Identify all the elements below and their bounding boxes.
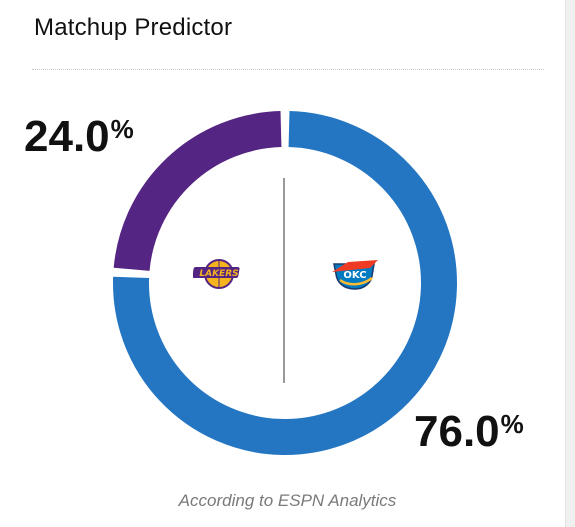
attribution-text: According to ESPN Analytics xyxy=(178,491,397,510)
away-win-arc xyxy=(113,111,282,272)
svg-text:OKC: OKC xyxy=(343,270,366,281)
home-win-arc xyxy=(113,111,457,455)
title-divider xyxy=(32,69,544,70)
away-percent-sign: % xyxy=(110,114,134,144)
card-title: Matchup Predictor xyxy=(34,14,233,41)
away-percentage-value: 24.0 xyxy=(24,112,110,161)
lakers-logo[interactable]: LAKERS xyxy=(193,255,245,291)
away-win-percentage: 24.0% xyxy=(24,115,134,159)
home-percentage-value: 76.0 xyxy=(414,407,500,456)
home-percent-sign: % xyxy=(500,409,524,439)
center-divider xyxy=(283,178,285,383)
home-win-percentage: 76.0% xyxy=(414,410,524,454)
svg-text:LAKERS: LAKERS xyxy=(199,269,238,279)
thunder-logo[interactable]: OKC xyxy=(330,256,380,292)
